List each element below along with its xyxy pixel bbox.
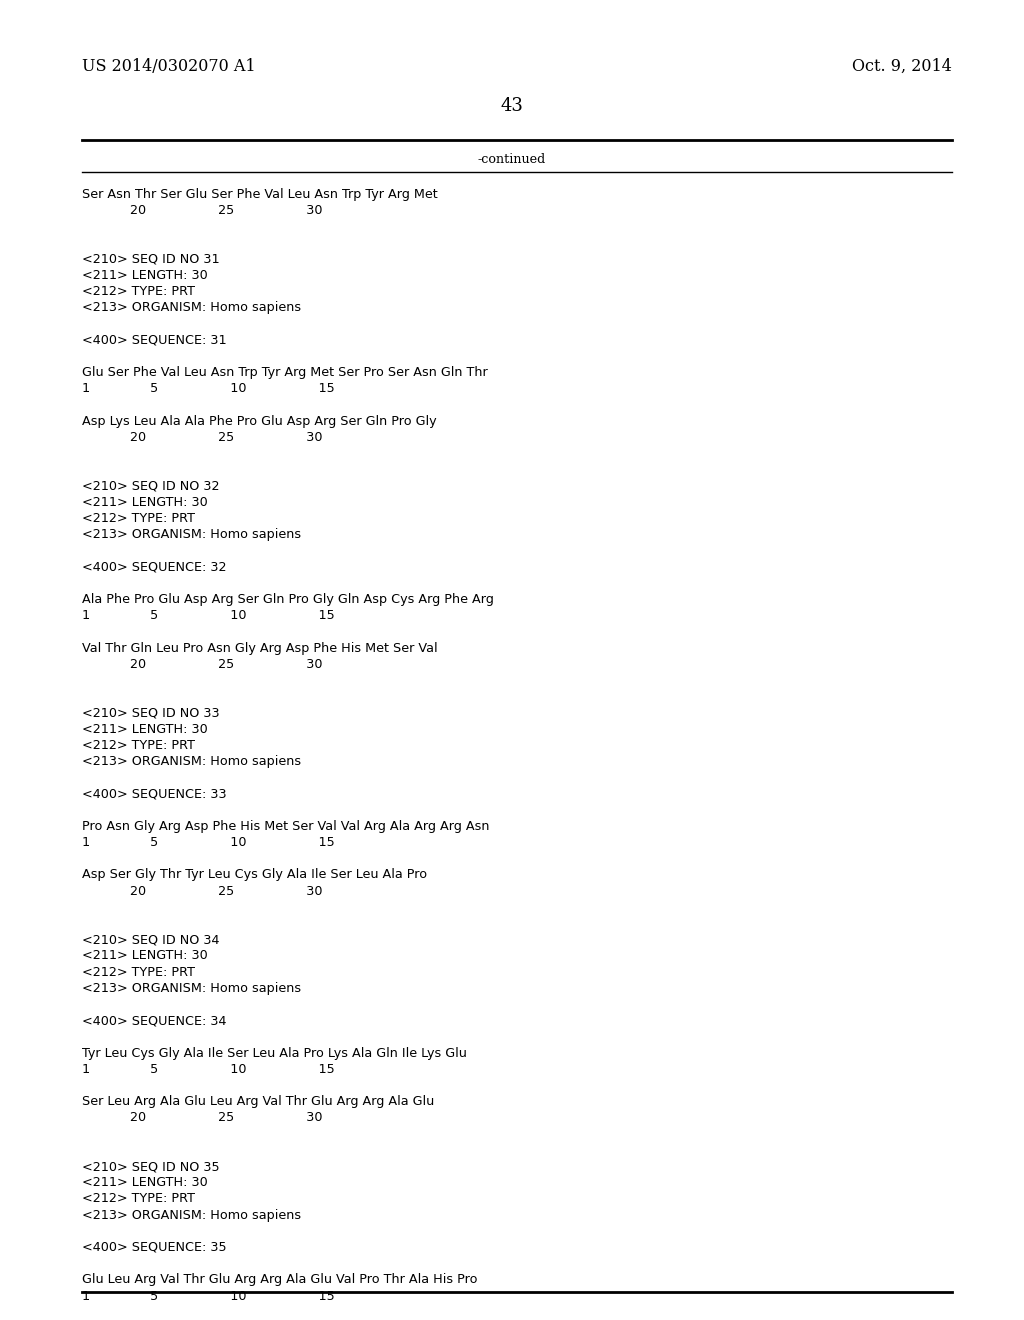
Text: <210> SEQ ID NO 31: <210> SEQ ID NO 31 [82, 253, 219, 265]
Text: <211> LENGTH: 30: <211> LENGTH: 30 [82, 949, 208, 962]
Text: <400> SEQUENCE: 34: <400> SEQUENCE: 34 [82, 1014, 226, 1027]
Text: 1               5                  10                  15: 1 5 10 15 [82, 383, 335, 396]
Text: 43: 43 [501, 96, 523, 115]
Text: <212> TYPE: PRT: <212> TYPE: PRT [82, 1192, 195, 1205]
Text: Ser Asn Thr Ser Glu Ser Phe Val Leu Asn Trp Tyr Arg Met: Ser Asn Thr Ser Glu Ser Phe Val Leu Asn … [82, 187, 437, 201]
Text: <211> LENGTH: 30: <211> LENGTH: 30 [82, 1176, 208, 1189]
Text: Glu Ser Phe Val Leu Asn Trp Tyr Arg Met Ser Pro Ser Asn Gln Thr: Glu Ser Phe Val Leu Asn Trp Tyr Arg Met … [82, 366, 487, 379]
Text: -continued: -continued [478, 153, 546, 166]
Text: <400> SEQUENCE: 35: <400> SEQUENCE: 35 [82, 1241, 226, 1254]
Text: <212> TYPE: PRT: <212> TYPE: PRT [82, 966, 195, 978]
Text: 20                  25                  30: 20 25 30 [82, 205, 323, 218]
Text: Pro Asn Gly Arg Asp Phe His Met Ser Val Val Arg Ala Arg Arg Asn: Pro Asn Gly Arg Asp Phe His Met Ser Val … [82, 820, 489, 833]
Text: US 2014/0302070 A1: US 2014/0302070 A1 [82, 58, 256, 75]
Text: <211> LENGTH: 30: <211> LENGTH: 30 [82, 496, 208, 508]
Text: Asp Ser Gly Thr Tyr Leu Cys Gly Ala Ile Ser Leu Ala Pro: Asp Ser Gly Thr Tyr Leu Cys Gly Ala Ile … [82, 869, 427, 882]
Text: <210> SEQ ID NO 33: <210> SEQ ID NO 33 [82, 706, 219, 719]
Text: Asp Lys Leu Ala Ala Phe Pro Glu Asp Arg Ser Gln Pro Gly: Asp Lys Leu Ala Ala Phe Pro Glu Asp Arg … [82, 414, 436, 428]
Text: <211> LENGTH: 30: <211> LENGTH: 30 [82, 722, 208, 735]
Text: <213> ORGANISM: Homo sapiens: <213> ORGANISM: Homo sapiens [82, 301, 301, 314]
Text: Glu Leu Arg Val Thr Glu Arg Arg Ala Glu Val Pro Thr Ala His Pro: Glu Leu Arg Val Thr Glu Arg Arg Ala Glu … [82, 1274, 477, 1287]
Text: Oct. 9, 2014: Oct. 9, 2014 [852, 58, 952, 75]
Text: <213> ORGANISM: Homo sapiens: <213> ORGANISM: Homo sapiens [82, 982, 301, 995]
Text: 1               5                  10                  15: 1 5 10 15 [82, 836, 335, 849]
Text: <213> ORGANISM: Homo sapiens: <213> ORGANISM: Homo sapiens [82, 755, 301, 768]
Text: Ala Phe Pro Glu Asp Arg Ser Gln Pro Gly Gln Asp Cys Arg Phe Arg: Ala Phe Pro Glu Asp Arg Ser Gln Pro Gly … [82, 593, 494, 606]
Text: <210> SEQ ID NO 32: <210> SEQ ID NO 32 [82, 479, 219, 492]
Text: 1               5                  10                  15: 1 5 10 15 [82, 610, 335, 622]
Text: 20                  25                  30: 20 25 30 [82, 1111, 323, 1125]
Text: Ser Leu Arg Ala Glu Leu Arg Val Thr Glu Arg Arg Ala Glu: Ser Leu Arg Ala Glu Leu Arg Val Thr Glu … [82, 1096, 434, 1109]
Text: <210> SEQ ID NO 35: <210> SEQ ID NO 35 [82, 1160, 219, 1173]
Text: 1               5                  10                  15: 1 5 10 15 [82, 1290, 335, 1303]
Text: Tyr Leu Cys Gly Ala Ile Ser Leu Ala Pro Lys Ala Gln Ile Lys Glu: Tyr Leu Cys Gly Ala Ile Ser Leu Ala Pro … [82, 1047, 467, 1060]
Text: <212> TYPE: PRT: <212> TYPE: PRT [82, 739, 195, 752]
Text: Val Thr Gln Leu Pro Asn Gly Arg Asp Phe His Met Ser Val: Val Thr Gln Leu Pro Asn Gly Arg Asp Phe … [82, 642, 437, 655]
Text: <400> SEQUENCE: 33: <400> SEQUENCE: 33 [82, 788, 226, 800]
Text: <212> TYPE: PRT: <212> TYPE: PRT [82, 285, 195, 298]
Text: 20                  25                  30: 20 25 30 [82, 884, 323, 898]
Text: <211> LENGTH: 30: <211> LENGTH: 30 [82, 269, 208, 282]
Text: <212> TYPE: PRT: <212> TYPE: PRT [82, 512, 195, 525]
Text: 1               5                  10                  15: 1 5 10 15 [82, 1063, 335, 1076]
Text: 20                  25                  30: 20 25 30 [82, 657, 323, 671]
Text: 20                  25                  30: 20 25 30 [82, 432, 323, 444]
Text: <213> ORGANISM: Homo sapiens: <213> ORGANISM: Homo sapiens [82, 1209, 301, 1221]
Text: <400> SEQUENCE: 32: <400> SEQUENCE: 32 [82, 561, 226, 574]
Text: <213> ORGANISM: Homo sapiens: <213> ORGANISM: Homo sapiens [82, 528, 301, 541]
Text: <210> SEQ ID NO 34: <210> SEQ ID NO 34 [82, 933, 219, 946]
Text: <400> SEQUENCE: 31: <400> SEQUENCE: 31 [82, 334, 226, 347]
